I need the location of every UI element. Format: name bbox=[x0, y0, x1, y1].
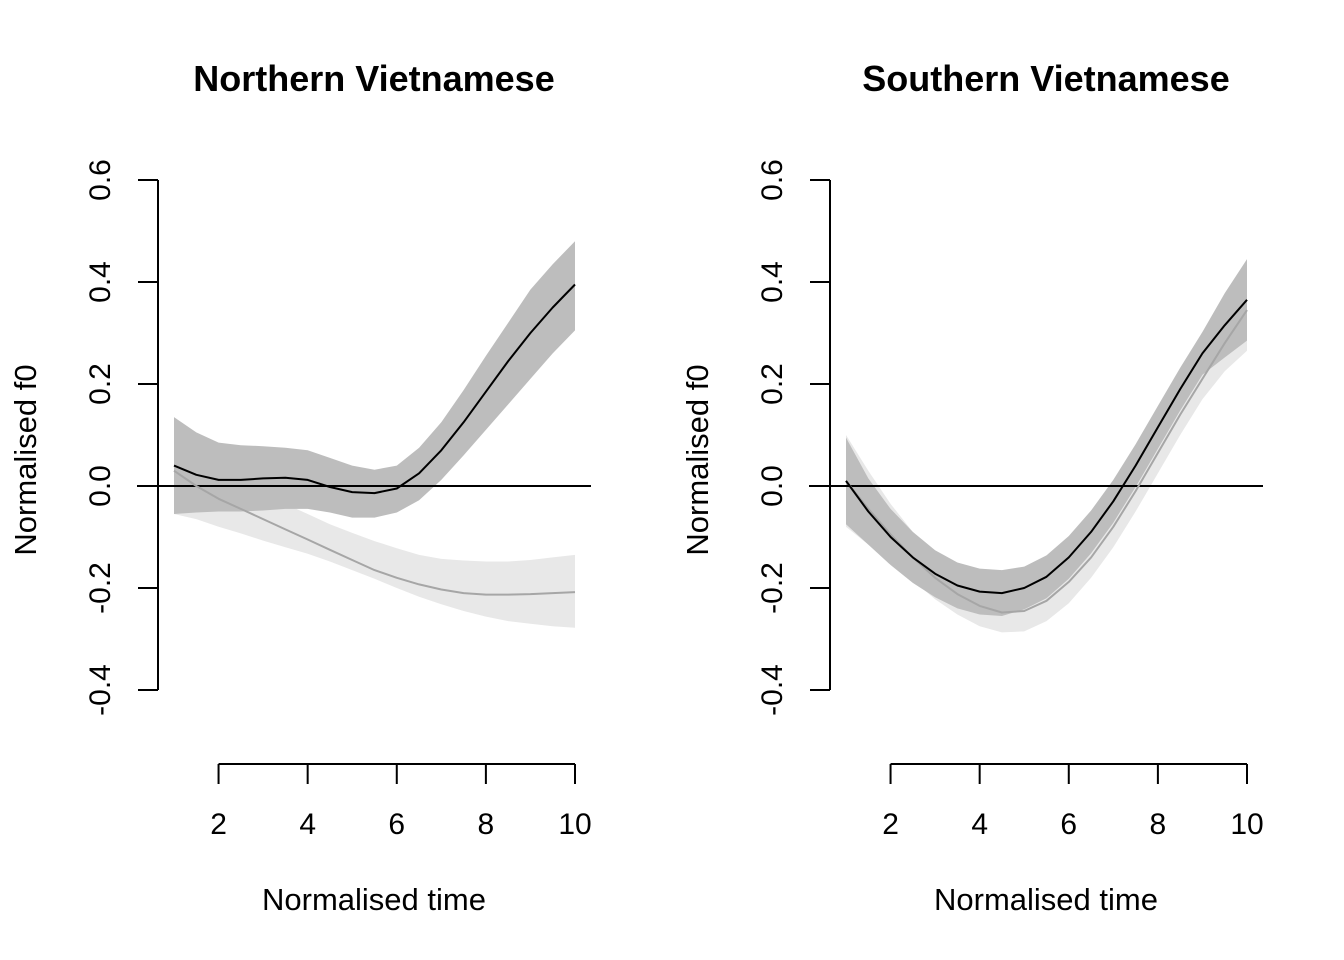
series-lines bbox=[173, 283, 576, 596]
y-tick-label: 0.6 bbox=[756, 159, 789, 201]
x-tick-label: 10 bbox=[558, 808, 591, 841]
series-line-light bbox=[173, 469, 576, 596]
y-axis-label: Normalised f0 bbox=[680, 364, 715, 555]
y-axis-label: Normalised f0 bbox=[8, 364, 43, 555]
y-tick-label: 0.6 bbox=[84, 159, 117, 201]
y-tick-label: 0.2 bbox=[756, 363, 789, 405]
confidence-band-light bbox=[846, 269, 1247, 633]
confidence-bands bbox=[846, 259, 1247, 633]
y-tick-label: -0.4 bbox=[756, 664, 789, 716]
y-tick-label: 0.2 bbox=[84, 363, 117, 405]
chart-title: Northern Vietnamese bbox=[193, 58, 554, 99]
x-tick-label: 2 bbox=[210, 808, 227, 841]
y-tick-label: -0.4 bbox=[84, 664, 117, 716]
series-lines bbox=[845, 299, 1248, 614]
panel-northern: Northern Vietnamese Normalised time Norm… bbox=[8, 58, 592, 917]
y-tick-label: -0.2 bbox=[756, 562, 789, 614]
x-tick-label: 8 bbox=[478, 808, 495, 841]
panel-southern: Southern Vietnamese Normalised time Norm… bbox=[680, 58, 1264, 917]
y-tick-label: 0.0 bbox=[756, 465, 789, 507]
y-tick-label: 0.4 bbox=[84, 261, 117, 303]
x-tick-label: 2 bbox=[882, 808, 899, 841]
x-axis-label: Normalised time bbox=[262, 882, 486, 917]
axes: -0.4 -0.2 0.0 0.2 0.4 0.6 2 4 6 8 10 bbox=[84, 159, 592, 841]
y-tick-label: 0.0 bbox=[84, 465, 117, 507]
y-tick-label: 0.4 bbox=[756, 261, 789, 303]
series-line-dark bbox=[173, 283, 576, 495]
y-tick-label: -0.2 bbox=[84, 562, 117, 614]
series-line-dark bbox=[845, 299, 1248, 595]
confidence-band-light bbox=[174, 427, 575, 628]
x-tick-label: 4 bbox=[971, 808, 988, 841]
x-tick-label: 10 bbox=[1230, 808, 1263, 841]
x-tick-label: 6 bbox=[1060, 808, 1077, 841]
x-axis-label: Normalised time bbox=[934, 882, 1158, 917]
axes: -0.4 -0.2 0.0 0.2 0.4 0.6 2 4 6 8 10 bbox=[756, 159, 1264, 841]
x-tick-label: 8 bbox=[1150, 808, 1167, 841]
chart-title: Southern Vietnamese bbox=[862, 58, 1229, 99]
confidence-bands bbox=[174, 241, 575, 628]
x-tick-label: 6 bbox=[388, 808, 405, 841]
x-tick-label: 4 bbox=[299, 808, 316, 841]
confidence-band-dark bbox=[174, 241, 575, 518]
